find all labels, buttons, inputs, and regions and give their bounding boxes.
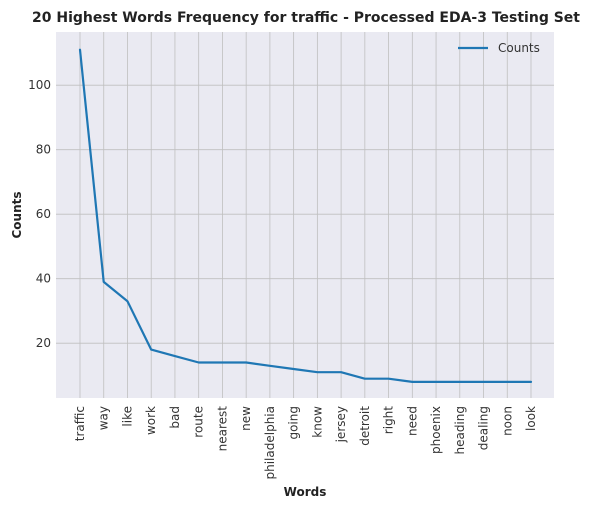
x-tick-label: heading bbox=[453, 406, 467, 455]
x-tick-label: going bbox=[287, 406, 301, 440]
y-axis-ticks: 20 40 60 80 100 bbox=[28, 78, 51, 350]
plot-area bbox=[56, 32, 554, 398]
x-tick-label: philadelphia bbox=[263, 406, 277, 480]
legend-label: Counts bbox=[498, 41, 540, 55]
y-tick-label: 100 bbox=[28, 78, 51, 92]
x-tick-label: jersey bbox=[334, 406, 348, 443]
y-tick-label: 40 bbox=[36, 272, 51, 286]
y-axis-label: Counts bbox=[10, 191, 24, 238]
x-tick-label: need bbox=[405, 406, 419, 436]
x-axis-label: Words bbox=[284, 485, 327, 499]
x-tick-label: detroit bbox=[358, 406, 372, 446]
grid-lines bbox=[56, 32, 554, 398]
x-tick-label: right bbox=[382, 406, 396, 434]
x-tick-label: bad bbox=[168, 406, 182, 429]
y-tick-label: 80 bbox=[36, 143, 51, 157]
x-tick-label: know bbox=[310, 406, 324, 438]
series-group bbox=[78, 48, 533, 383]
x-tick-label: new bbox=[239, 406, 253, 431]
x-tick-label: route bbox=[192, 406, 206, 438]
x-tick-label: traffic bbox=[73, 406, 87, 441]
x-tick-label: dealing bbox=[477, 406, 491, 450]
x-tick-label: noon bbox=[500, 406, 514, 436]
chart-title: 20 Highest Words Frequency for traffic -… bbox=[32, 10, 580, 26]
legend: Counts bbox=[458, 41, 540, 55]
series-line bbox=[78, 48, 533, 383]
x-axis-ticks: traffic way like work bad route nearest new phil… bbox=[73, 406, 538, 480]
x-tick-label: like bbox=[120, 406, 134, 427]
x-tick-label: look bbox=[524, 406, 538, 431]
x-tick-label: way bbox=[97, 406, 111, 430]
y-tick-label: 60 bbox=[36, 207, 51, 221]
y-tick-label: 20 bbox=[36, 336, 51, 350]
x-tick-label: phoenix bbox=[429, 406, 443, 454]
x-tick-label: work bbox=[144, 406, 158, 435]
x-tick-label: nearest bbox=[215, 406, 229, 452]
